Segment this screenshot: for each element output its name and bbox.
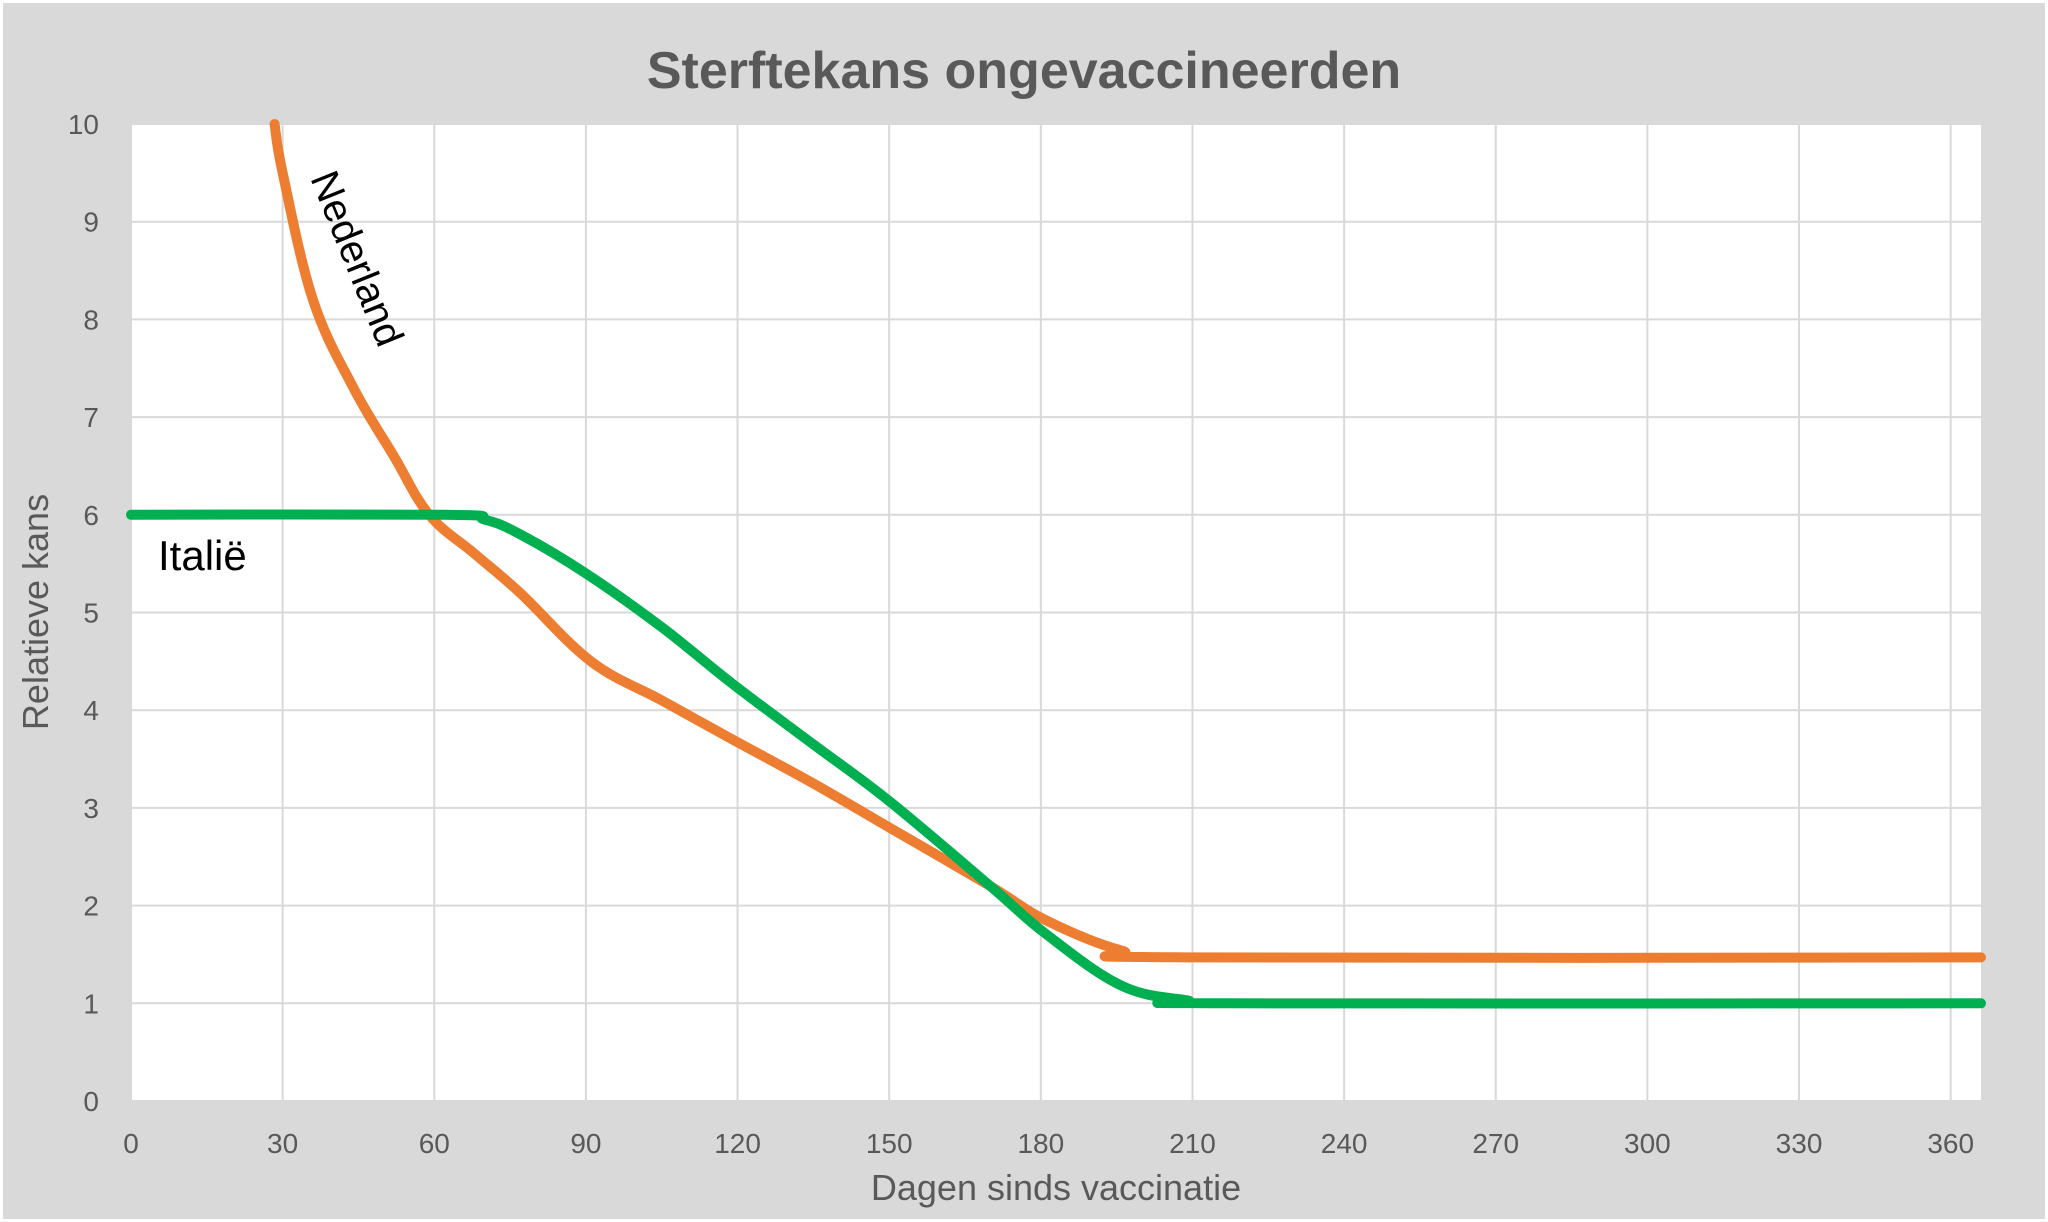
x-tick-label: 30 (267, 1128, 298, 1159)
y-tick-label: 0 (83, 1086, 99, 1117)
gridlines (130, 123, 1981, 1102)
y-tick-label: 2 (83, 891, 99, 922)
series-line-itali (126, 509, 1986, 1009)
y-tick-label: 3 (83, 793, 99, 824)
x-tick-label: 300 (1624, 1128, 1671, 1159)
tick-labels: 0 30 60 90 120 150 180 210 240 270 300 330 360 0 1 2 3 4 5… (68, 109, 1974, 1159)
series-line-nederland (269, 119, 1986, 963)
y-tick-label: 9 (83, 207, 99, 238)
x-tick-label: 60 (419, 1128, 450, 1159)
series-lines (126, 119, 1986, 1009)
x-tick-label: 210 (1169, 1128, 1216, 1159)
y-tick-label: 1 (83, 988, 99, 1019)
y-tick-label: 5 (83, 598, 99, 629)
x-tick-label: 180 (1017, 1128, 1064, 1159)
y-tick-label: 6 (83, 500, 99, 531)
x-tick-label: 90 (570, 1128, 601, 1159)
y-tick-label: 10 (68, 109, 99, 140)
x-tick-label: 0 (123, 1128, 139, 1159)
x-tick-label: 360 (1927, 1128, 1974, 1159)
x-tick-label: 120 (714, 1128, 761, 1159)
x-tick-label: 240 (1321, 1128, 1368, 1159)
x-tick-label: 270 (1472, 1128, 1519, 1159)
y-tick-label: 7 (83, 402, 99, 433)
y-tick-label: 4 (83, 695, 99, 726)
y-tick-label: 8 (83, 304, 99, 335)
x-axis-title: Dagen sinds vaccinatie (871, 1167, 1241, 1208)
y-axis-title: Relatieve kans (15, 494, 56, 730)
chart-title: Sterftekans ongevaccineerden (647, 42, 1401, 100)
x-tick-label: 330 (1776, 1128, 1823, 1159)
series-label-italie: Italië (158, 532, 247, 579)
x-tick-label: 150 (866, 1128, 913, 1159)
